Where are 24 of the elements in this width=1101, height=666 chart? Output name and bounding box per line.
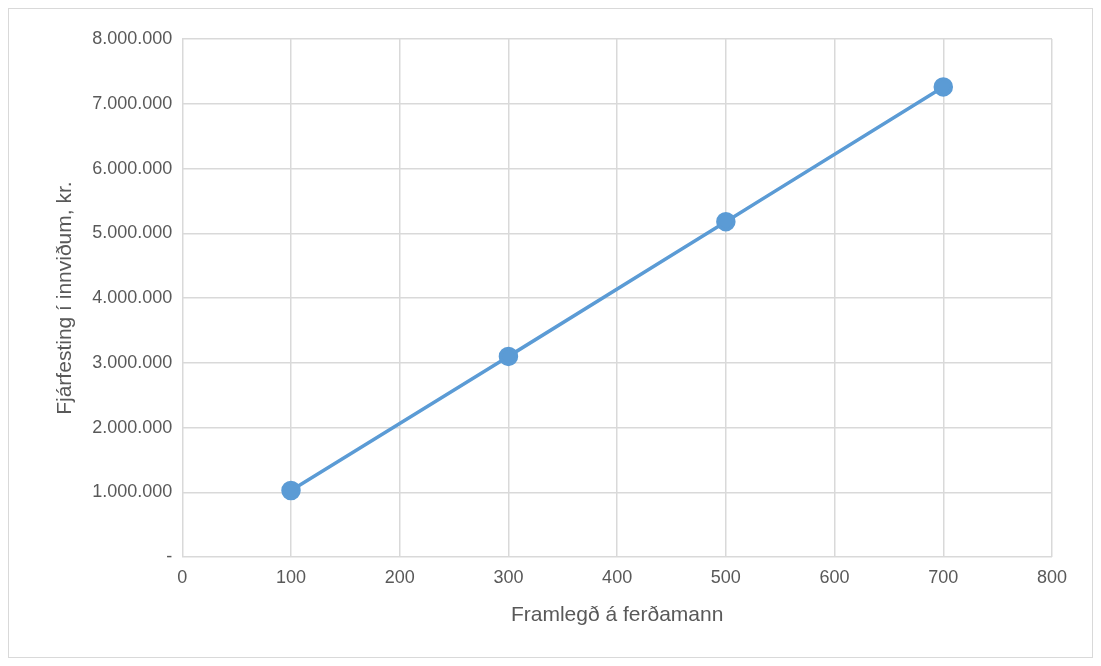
y-tick-label: 1.000.000 <box>92 481 173 502</box>
x-tick-label: 100 <box>275 566 307 587</box>
x-tick-label: 600 <box>819 566 850 587</box>
x-tick-label: 400 <box>602 566 633 587</box>
x-tick-label: 300 <box>493 566 524 587</box>
point <box>716 211 736 232</box>
y-tick-label: - <box>166 546 173 567</box>
x-tick-label: 800 <box>1036 566 1068 587</box>
x-tick-label: 0 <box>177 566 188 587</box>
point <box>933 77 954 97</box>
y-tick-label: 8.000.000 <box>92 27 173 48</box>
x-tick-label: 700 <box>928 566 959 587</box>
y-tick-label: 2.000.000 <box>92 416 173 437</box>
x-axis-title: Framlegð á ferðamann <box>510 602 724 626</box>
y-tick-label: 5.000.000 <box>92 222 173 243</box>
y-tick-label: 6.000.000 <box>92 157 173 178</box>
point <box>498 346 519 367</box>
y-tick-label: 4.000.000 <box>92 287 173 308</box>
y-tick-label: 3.000.000 <box>92 351 173 372</box>
y-axis-title: Fjárfesting í innviðum, kr. <box>52 181 76 415</box>
point <box>281 480 301 501</box>
x-tick-label: 200 <box>384 566 415 587</box>
y-tick-label: 7.000.000 <box>92 92 173 113</box>
x-tick-label: 500 <box>710 566 741 587</box>
